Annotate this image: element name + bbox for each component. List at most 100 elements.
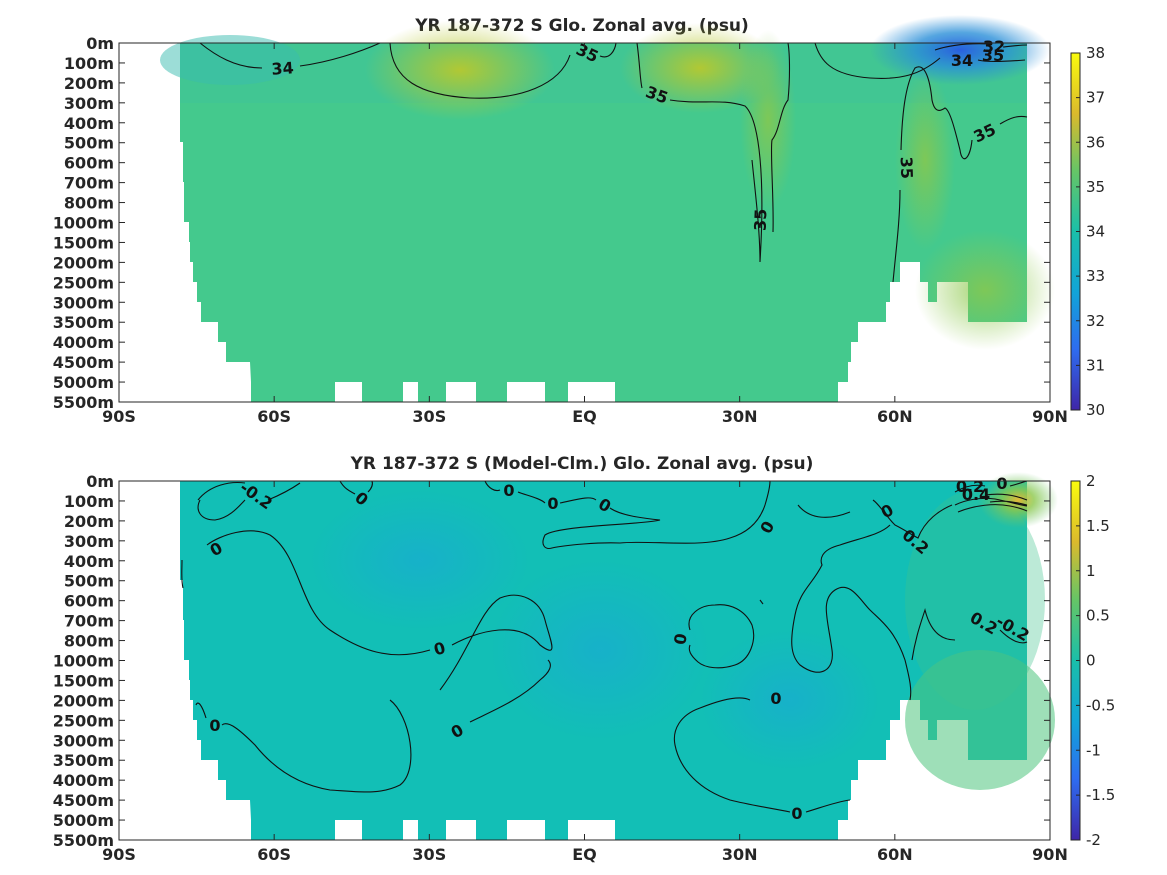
panel2-contour-label: 0 — [503, 481, 514, 500]
panel2-contour-0-eq-loop — [688, 604, 755, 669]
x-tick-label: 30S — [412, 845, 446, 864]
x-tick-label: 90S — [102, 845, 136, 864]
panel1-contour-label: 35 — [751, 208, 771, 231]
panel2-contour-label: 0 — [432, 638, 448, 659]
x-tick-label: 60S — [257, 407, 291, 426]
panel2-contour-label: 0 — [670, 632, 691, 646]
panel2-contour-02-north — [872, 499, 953, 539]
x-tick-label: 60N — [877, 407, 913, 426]
panel1-contour-32-arctic — [934, 43, 1028, 51]
panel2-contour-label: 0.4 — [962, 485, 990, 504]
colorbar-tick-label: 36 — [1086, 133, 1105, 151]
x-tick-label: EQ — [572, 845, 597, 864]
panel1-high-nordic — [895, 70, 955, 250]
panel2-contour-0-southern-loop — [181, 530, 553, 793]
y-tick-label: 200m — [64, 512, 114, 531]
panel1-contour-labels: 34 35 35 35 35 35 34 35 32 — [271, 37, 1005, 231]
panel2-contour-neg02 — [197, 481, 301, 521]
y-tick-label: 4500m — [53, 353, 114, 372]
y-tick-label: 0m — [86, 34, 114, 53]
panel1-field — [160, 15, 1055, 402]
panel1-low-south — [160, 35, 300, 85]
y-tick-label: 300m — [64, 532, 114, 551]
colorbar-tick-label: 37 — [1086, 89, 1105, 107]
y-tick-label: 200m — [64, 74, 114, 93]
colorbar-tick-label: 1 — [1086, 562, 1096, 580]
panel2-contour-label: 0 — [547, 494, 558, 513]
panel2-contour-0-equator — [484, 480, 771, 549]
x-tick-label: 30S — [412, 407, 446, 426]
colorbar-tick-label: 0.5 — [1086, 607, 1110, 625]
panel2-contour-0-mid — [469, 659, 551, 723]
panel1-contour-35-nordic — [892, 66, 1028, 283]
panel2-x-axis: 90S 60S 30S EQ 30N 60N 90N — [102, 481, 1068, 864]
panel2-contour-02-nordic — [911, 608, 1028, 661]
panel2-contour-label: 0 — [996, 474, 1007, 493]
y-tick-label: 1000m — [53, 652, 114, 671]
panel2-contour-0-south-deep — [195, 702, 207, 719]
y-tick-label: 4500m — [53, 791, 114, 810]
panel2-y-axis: 0m100m200m300m400m500m600m700m800m1000m1… — [53, 472, 1050, 850]
salinity-panel: YR 187-372 S Glo. Zonal avg. (psu) 34 35 — [53, 15, 1105, 426]
panel2-contour-0-north-mid — [791, 504, 912, 701]
panel2-contour-label: 0.2 — [956, 477, 984, 496]
panel2-contour-pos-cluster — [954, 480, 1028, 513]
y-tick-label: 0m — [86, 472, 114, 491]
colorbar-tick-label: 30 — [1086, 401, 1105, 419]
y-tick-label: 800m — [64, 632, 114, 651]
panel1-colorbar-ticks: 30 31 32 33 34 35 36 37 38 — [1076, 44, 1105, 419]
x-tick-label: 60S — [257, 845, 291, 864]
y-tick-label: 600m — [64, 154, 114, 173]
panel1-contour-label: 34 — [951, 51, 973, 70]
panel2-contour-label: 0 — [791, 804, 802, 823]
panel1-contour-35-tongue — [636, 42, 791, 263]
x-tick-label: 90N — [1032, 407, 1068, 426]
panel2-title: YR 187-372 S (Model-Clm.) Glo. Zonal avg… — [350, 454, 814, 474]
colorbar-tick-label: 31 — [1086, 356, 1105, 374]
panel1-high-core-south — [365, 20, 555, 120]
colorbar-tick-label: 34 — [1086, 223, 1105, 241]
panel1-contour-label: 32 — [983, 37, 1005, 56]
y-tick-label: 5000m — [53, 373, 114, 392]
panel2-contour-0-small — [759, 599, 764, 605]
panel1-contour-label: 35 — [982, 46, 1004, 65]
colorbar-tick-label: -0.5 — [1086, 696, 1115, 714]
y-tick-label: 4000m — [53, 333, 114, 352]
panel2-low-patch-south — [310, 490, 530, 630]
y-tick-label: 2000m — [53, 253, 114, 272]
colorbar-tick-label: 1.5 — [1086, 517, 1110, 535]
colorbar-tick-label: 33 — [1086, 267, 1105, 285]
panel1-ocean-fill — [180, 43, 1027, 402]
x-tick-label: 60N — [877, 845, 913, 864]
colorbar-tick-label: 35 — [1086, 178, 1105, 196]
panel2-colorbar-ticks: -2 -1.5 -1 -0.5 0 0.5 1 1.5 2 — [1076, 472, 1115, 849]
colorbar-tick-label: 38 — [1086, 44, 1105, 62]
x-tick-label: EQ — [572, 407, 597, 426]
salinity-anomaly-panel: YR 187-372 S (Model-Clm.) Glo. Zonal avg… — [53, 454, 1115, 864]
panel2-high-arctic-core — [978, 472, 1058, 528]
panel2-contours — [181, 480, 1028, 813]
colorbar-tick-label: -1 — [1086, 741, 1101, 759]
y-tick-label: 700m — [64, 174, 114, 193]
panel2-contour-label: 0 — [209, 716, 220, 735]
y-tick-label: 2000m — [53, 691, 114, 710]
y-tick-label: 3500m — [53, 313, 114, 332]
panel2-high-arctic-deep — [905, 650, 1055, 790]
y-tick-label: 3000m — [53, 293, 114, 312]
y-tick-label: 100m — [64, 54, 114, 73]
y-tick-label: 5000m — [53, 811, 114, 830]
y-tick-label: 1500m — [53, 671, 114, 690]
panel1-high-tongue — [740, 30, 796, 210]
colorbar-tick-label: -1.5 — [1086, 786, 1115, 804]
y-tick-label: 3500m — [53, 751, 114, 770]
panel2-contour-0-south — [339, 480, 373, 495]
panel2-low-patch-north — [700, 630, 880, 770]
y-tick-label: 500m — [64, 134, 114, 153]
y-tick-label: 300m — [64, 94, 114, 113]
panel1-x-axis: 90S 60S 30S EQ 30N 60N 90N — [102, 43, 1068, 426]
x-tick-label: 30N — [722, 407, 758, 426]
y-tick-label: 600m — [64, 592, 114, 611]
panel1-y-axis: 0m100m200m300m400m500m600m700m800m1000m1… — [53, 34, 1050, 412]
y-tick-label: 3000m — [53, 731, 114, 750]
